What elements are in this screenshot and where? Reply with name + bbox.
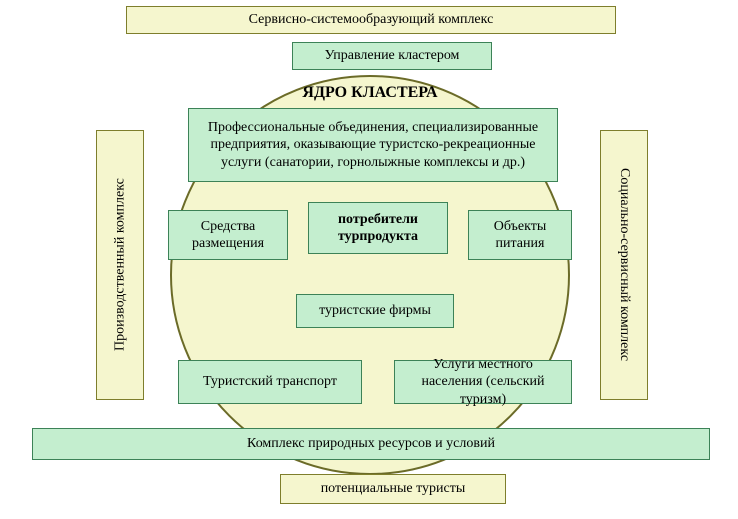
service-system-complex: Сервисно-системообразующий комплекс bbox=[126, 6, 616, 34]
tour-firms: туристские фирмы bbox=[296, 294, 454, 328]
natural-resources: Комплекс природных ресурсов и условий bbox=[32, 428, 710, 460]
local-services: Услуги местного населения (сельский тури… bbox=[394, 360, 572, 404]
food-objects: Объекты питания bbox=[468, 210, 572, 260]
accommodation: Средства размещения bbox=[168, 210, 288, 260]
core-title: ЯДРО КЛАСТЕРА bbox=[260, 82, 480, 104]
tour-transport: Туристский транспорт bbox=[178, 360, 362, 404]
professional-unions: Профессиональные объединения, специализи… bbox=[188, 108, 558, 182]
consumers: потребители турпродукта bbox=[308, 202, 448, 254]
diagram-canvas: ЯДРО КЛАСТЕРА Сервисно-системообразующий… bbox=[0, 0, 738, 519]
social-service-complex: Социально-сервисный комплекс bbox=[600, 130, 648, 400]
cluster-management: Управление кластером bbox=[292, 42, 492, 70]
potential-tourists: потенциальные туристы bbox=[280, 474, 506, 504]
production-complex: Производственный комплекс bbox=[96, 130, 144, 400]
